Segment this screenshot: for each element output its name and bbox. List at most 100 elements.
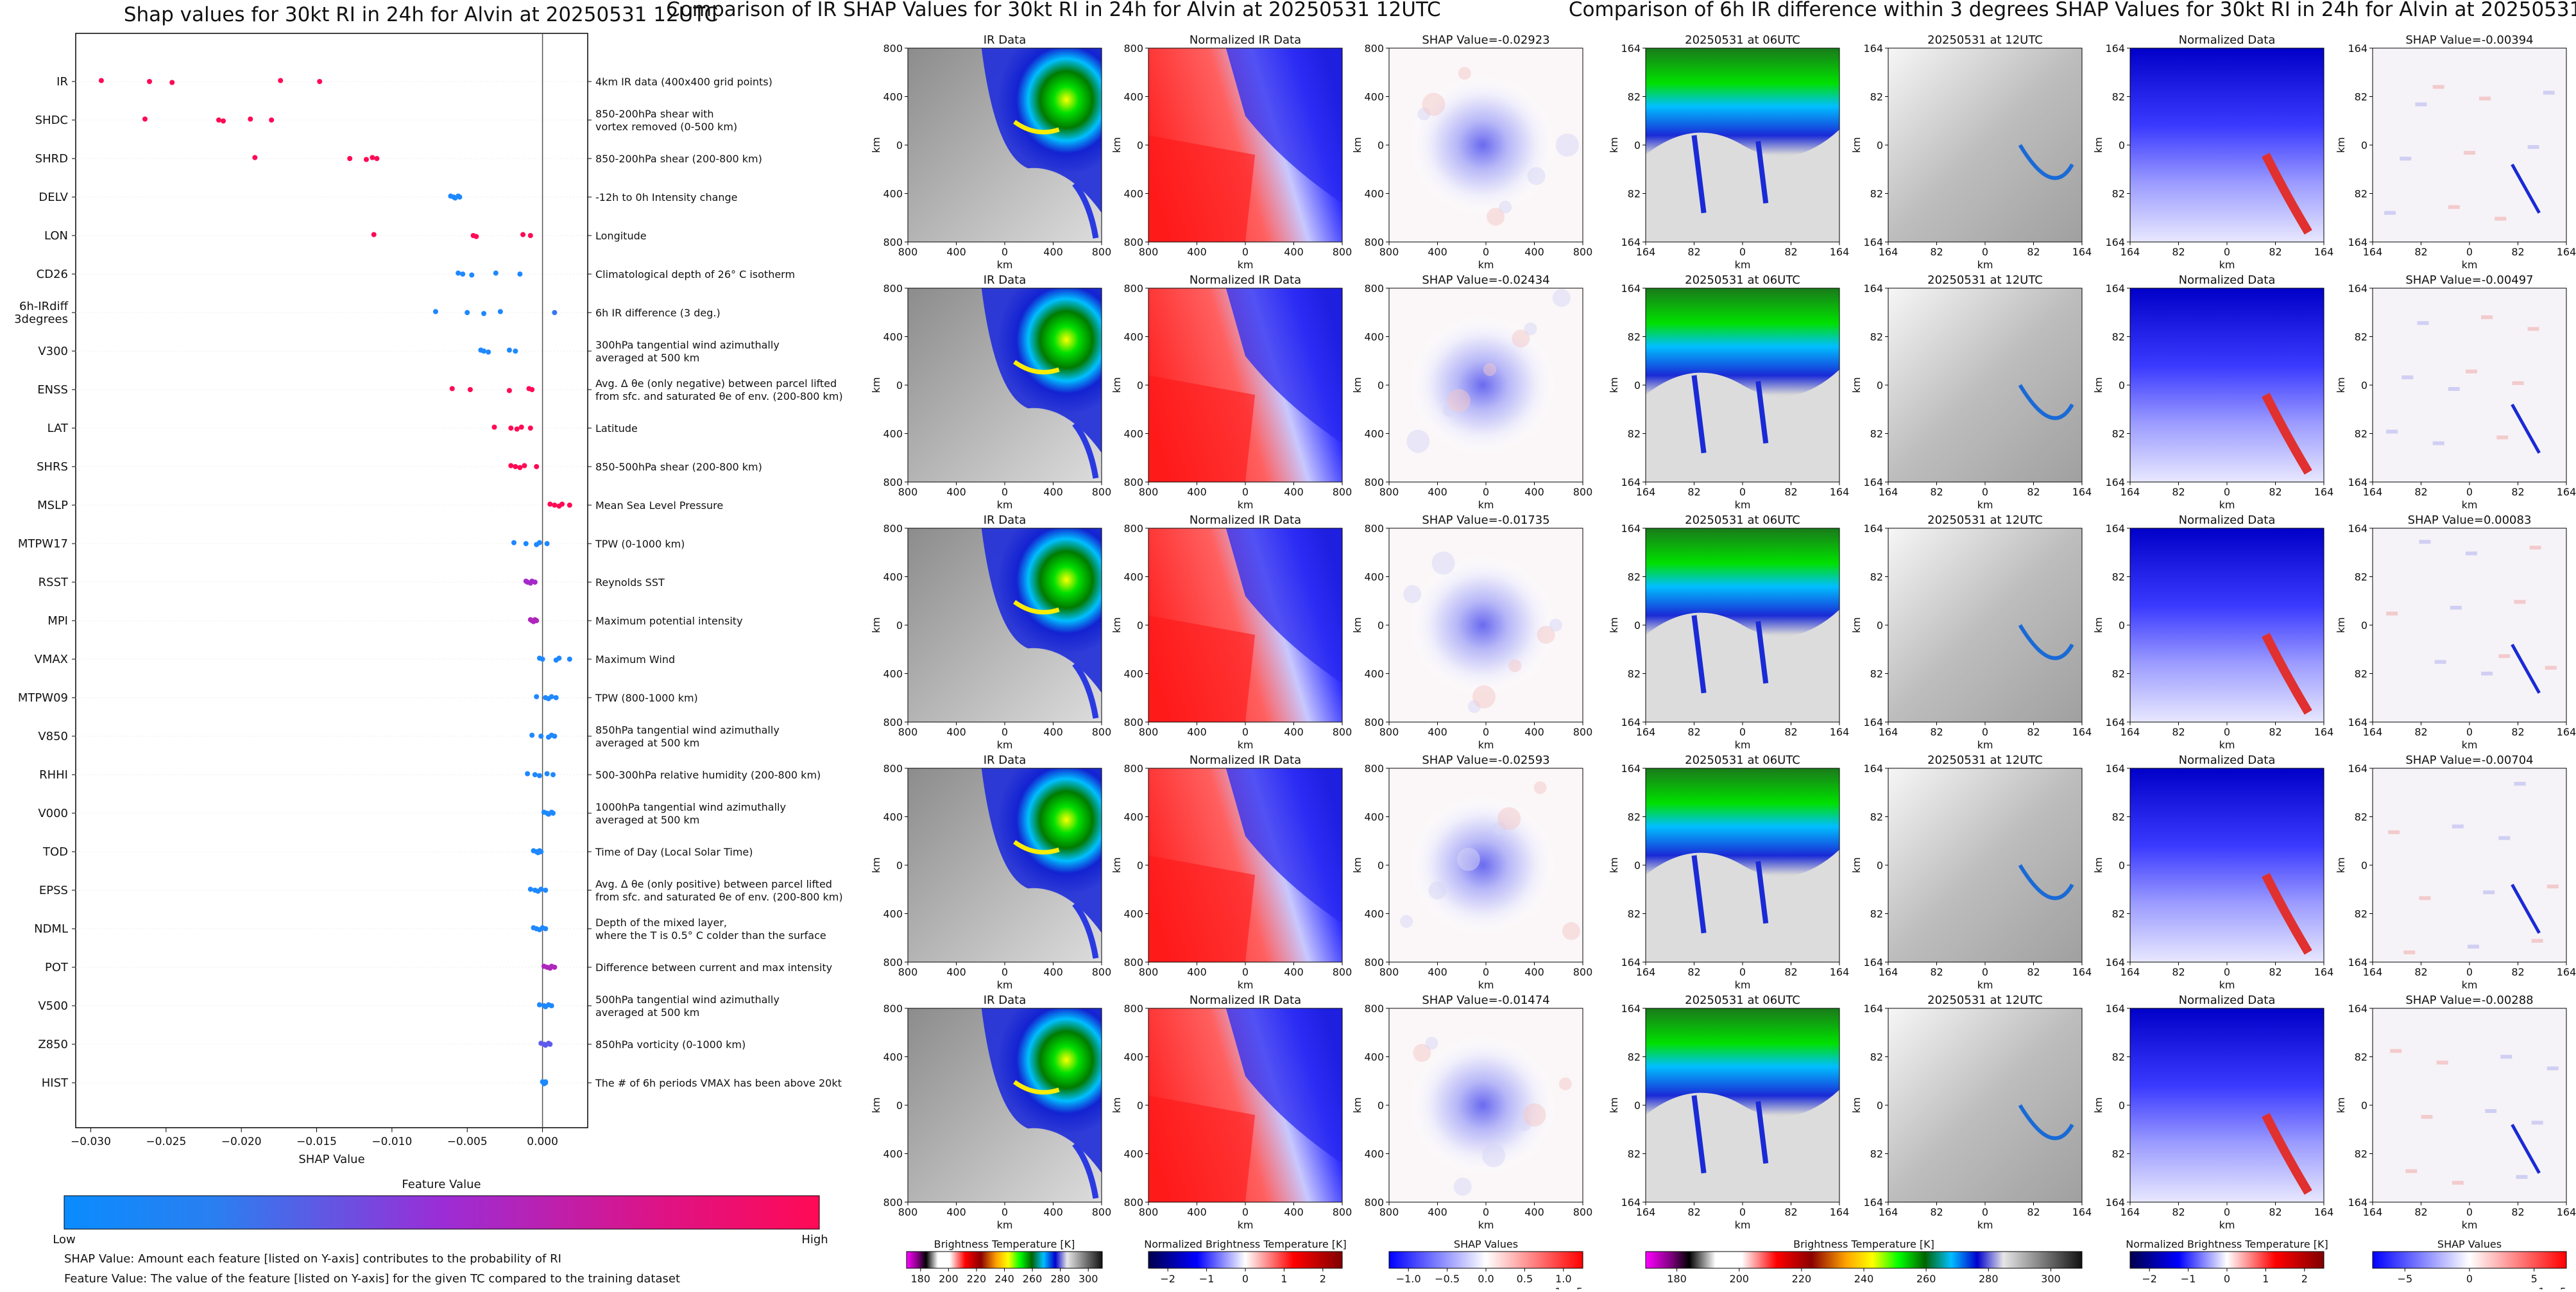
x-tick-label: 800 — [1092, 246, 1112, 258]
feature-name-line: 3degrees — [14, 313, 68, 326]
x-tick-label: 0 — [1242, 246, 1249, 258]
y-tick-label: 0 — [1634, 859, 1641, 872]
y-tick-label: 82 — [1628, 428, 1641, 440]
x-tick-label: 400 — [1043, 486, 1063, 498]
x-tick-label: 800 — [1333, 726, 1352, 738]
x-tick-label: 0 — [1002, 1206, 1008, 1218]
x-tick-label: 164 — [2120, 966, 2140, 978]
shap-speckle — [2527, 145, 2539, 149]
feature-name-line: SHDC — [35, 114, 68, 127]
x-tick-label: 800 — [1333, 246, 1352, 258]
shap-speckle — [1483, 363, 1497, 376]
shap-speckle — [2436, 1060, 2448, 1065]
y-tick-label: 0 — [1137, 1099, 1143, 1112]
feature-name-line: MPI — [47, 614, 68, 628]
x-tick-label: 82 — [2511, 966, 2524, 978]
y-tick-label: 82 — [1628, 811, 1641, 823]
feature-description-line: averaged at 500 km — [595, 814, 699, 826]
negative-shap-region — [1404, 547, 1567, 703]
x-tick-label: 82 — [1784, 486, 1797, 498]
y-tick-label: 800 — [1364, 1196, 1384, 1209]
shap-speckle — [2500, 1055, 2512, 1059]
normalized-diff-panel: Normalized Data1641648282008282164164kmk… — [2092, 994, 2333, 1231]
panel-title: IR Data — [984, 513, 1027, 527]
y-tick-label: 164 — [2348, 956, 2367, 969]
plot-frame — [75, 33, 588, 1128]
y-tick-label: 164 — [1621, 1196, 1641, 1209]
colorbar — [906, 1251, 1103, 1269]
shap-point — [511, 540, 516, 546]
colorbar-tick-label: 0 — [1242, 1273, 1249, 1285]
y-axis-label: km — [1850, 857, 1863, 874]
feature-name-line: LON — [44, 229, 68, 243]
shap-point — [371, 232, 377, 237]
colorbar-label: SHAP Values — [2437, 1238, 2502, 1250]
colorbar-tick-label: −2 — [2142, 1273, 2157, 1285]
x-tick-label: 164 — [1830, 726, 1850, 738]
shap-point — [534, 694, 540, 700]
y-tick-label: 164 — [2105, 956, 2125, 969]
y-tick-label: 800 — [1364, 476, 1384, 488]
colorbar-tick-label: 1 — [2262, 1273, 2269, 1285]
feature-description-line: 850hPa vorticity (0-1000 km) — [595, 1038, 746, 1051]
shap-speckle — [2386, 611, 2398, 616]
feature-name-line: SHRD — [35, 152, 68, 166]
y-tick-label: 82 — [1870, 1051, 1883, 1064]
feature-description: Longitude — [595, 230, 647, 242]
shap-point — [142, 116, 148, 122]
y-tick-label: 400 — [1123, 428, 1143, 440]
shap-speckle — [1555, 134, 1579, 157]
y-axis-label: km — [1850, 137, 1863, 153]
x-axis-label: km — [997, 259, 1013, 271]
normalized-diff-panel: Normalized Data1641648282008282164164kmk… — [2092, 273, 2333, 511]
x-tick-label: 400 — [1187, 246, 1207, 258]
y-axis-label: km — [1608, 137, 1620, 153]
x-tick-label: 164 — [2120, 1206, 2140, 1218]
feature-description: Reynolds SST — [595, 576, 665, 589]
y-tick-label: 82 — [1628, 571, 1641, 583]
shap-speckle — [2495, 216, 2507, 221]
right-title: Comparison of 6h IR difference within 3 … — [1569, 0, 2576, 21]
panel-title: SHAP Value=-0.01474 — [1422, 994, 1549, 1007]
shap-speckle — [1403, 585, 1422, 603]
shap-point — [317, 79, 323, 84]
y-axis-label: km — [870, 857, 882, 874]
feature-description: 500hPa tangential wind azimuthally averag… — [595, 994, 780, 1019]
x-tick-label: 164 — [1636, 1206, 1656, 1218]
shap-point — [469, 272, 475, 278]
shap-point — [370, 155, 375, 160]
y-tick-label: 0 — [2119, 619, 2125, 632]
feature-description-line: where the T is 0.5° C colder than the su… — [595, 929, 826, 942]
panel-title: Normalized IR Data — [1190, 754, 1301, 767]
shap-speckle — [1400, 915, 1413, 928]
y-axis-label: km — [1608, 857, 1620, 874]
x-axis-label: km — [1478, 979, 1494, 991]
colorbar-tick-label: −5 — [2398, 1273, 2413, 1285]
y-axis-label: km — [1608, 1098, 1620, 1114]
x-tick-label: 164 — [2314, 486, 2334, 498]
y-tick-label: 0 — [896, 619, 903, 632]
y-tick-label: 800 — [1123, 1003, 1143, 1015]
y-axis-label: km — [1608, 617, 1620, 633]
shap-speckle — [2448, 205, 2460, 209]
feature-description: Mean Sea Level Pressure — [595, 499, 723, 512]
x-tick-label: 800 — [1333, 486, 1352, 498]
x-tick-label: 800 — [1139, 486, 1159, 498]
cloud-streak — [1072, 1142, 1099, 1199]
panel-title: 20250531 at 06UTC — [1685, 33, 1800, 47]
y-tick-label: 800 — [883, 522, 903, 535]
y-tick-label: 164 — [1863, 716, 1883, 728]
y-axis-label: km — [2335, 137, 2347, 153]
y-tick-label: 164 — [2105, 762, 2125, 775]
shap-background — [2373, 768, 2566, 962]
y-tick-label: 400 — [883, 1148, 903, 1160]
y-tick-label: 82 — [1628, 668, 1641, 680]
x-tick-label: 800 — [1333, 966, 1352, 978]
y-tick-label: 164 — [2348, 476, 2367, 488]
x-tick-label: 800 — [898, 486, 918, 498]
y-tick-label: 400 — [883, 1051, 903, 1064]
x-tick-label: 0 — [2224, 246, 2230, 258]
ir-shap-panel: SHAP Value=-0.02593800800400400004004008… — [1351, 754, 1592, 991]
feature-name: MPI — [47, 614, 68, 628]
